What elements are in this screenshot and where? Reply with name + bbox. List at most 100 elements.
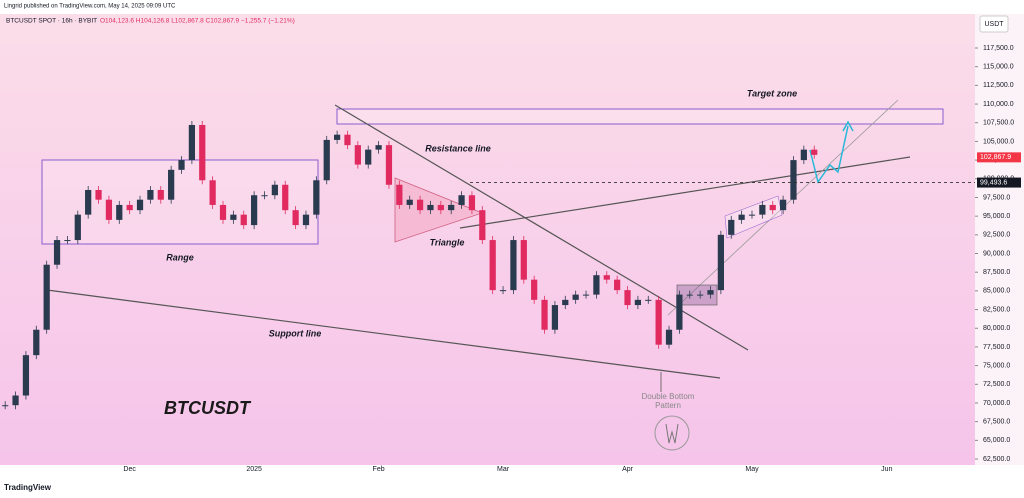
x-tick-label: Feb <box>373 466 385 473</box>
y-tick-label: 112,500.0 <box>983 82 1014 89</box>
y-tick-label: 65,000.0 <box>983 437 1010 444</box>
note: Resistance line <box>425 143 491 153</box>
y-tick-label: 72,500.0 <box>983 381 1010 388</box>
candle <box>437 204 444 211</box>
candle <box>562 299 569 306</box>
note: Range <box>166 252 194 262</box>
candle <box>292 210 299 226</box>
candle <box>707 290 714 295</box>
y-tick-label: 87,500.0 <box>983 269 1010 276</box>
candle <box>168 169 175 200</box>
candle <box>385 145 393 185</box>
candle <box>541 299 548 330</box>
y-tick-label: 105,000.0 <box>983 138 1014 145</box>
w-icon-glyph <box>665 423 679 444</box>
candle <box>302 214 310 226</box>
flag-shape <box>724 195 783 239</box>
candle <box>665 329 673 345</box>
plot-bg <box>0 14 975 465</box>
support-line <box>46 289 721 379</box>
candle <box>416 199 424 211</box>
candle <box>634 299 642 306</box>
candle <box>199 124 206 181</box>
candle <box>738 214 745 220</box>
consolidation-box <box>676 284 718 306</box>
candle <box>282 184 289 211</box>
candle <box>769 204 776 211</box>
candle <box>655 299 662 345</box>
candle <box>603 275 610 280</box>
y-tick-label: 82,500.0 <box>983 306 1010 313</box>
candle <box>499 290 507 292</box>
candle <box>157 189 164 200</box>
candle <box>230 214 237 220</box>
y-tick-label: 75,000.0 <box>983 362 1010 369</box>
x-tick-label: Jun <box>881 466 892 473</box>
y-tick-label: 67,500.0 <box>983 418 1010 425</box>
candle <box>43 264 50 330</box>
candle <box>717 234 724 291</box>
candle <box>33 329 40 356</box>
y-tick-label: 70,000.0 <box>983 400 1010 407</box>
candle <box>333 134 341 140</box>
candle <box>448 204 455 211</box>
note: Support line <box>269 328 322 338</box>
candle <box>510 240 517 291</box>
x-tick-label: May <box>745 466 759 473</box>
candle <box>240 214 247 226</box>
candle <box>593 275 600 295</box>
candle <box>697 294 704 296</box>
price-axis-bg <box>975 14 1024 465</box>
y-tick-label: 115,000.0 <box>983 64 1014 71</box>
candle <box>614 279 621 291</box>
projection-arrow <box>842 120 854 132</box>
candle <box>178 160 185 170</box>
candle <box>313 180 320 215</box>
y-tick-label: 97,500.0 <box>983 194 1010 201</box>
candle <box>271 184 278 196</box>
y-tick-label: 110,000.0 <box>983 101 1014 108</box>
candle <box>748 214 756 216</box>
candle <box>489 240 496 291</box>
price-badge-label: 102,867.9 <box>980 154 1011 161</box>
y-tick-label: 77,500.0 <box>983 344 1010 351</box>
x-tick-label: 2025 <box>246 466 262 473</box>
note: Target zone <box>747 88 797 98</box>
candle <box>624 290 631 306</box>
y-tick-label: 62,500.0 <box>983 456 1010 463</box>
range-box <box>41 159 319 245</box>
candle <box>188 124 195 161</box>
candle <box>427 204 434 211</box>
candle <box>219 204 227 220</box>
y-tick-label: 85,000.0 <box>983 288 1010 295</box>
header: Lingrid published on TradingView.com, Ma… <box>4 4 176 10</box>
candle <box>323 139 330 181</box>
candle <box>645 299 652 301</box>
candle <box>251 195 258 226</box>
currency: USDT <box>984 21 1004 28</box>
y-tick-label: 107,500.0 <box>983 120 1014 127</box>
candle <box>209 180 216 205</box>
y-tick-label: 90,000.0 <box>983 250 1010 257</box>
candle <box>551 305 559 330</box>
candle <box>74 214 81 241</box>
price-badge <box>977 177 1021 188</box>
w-icon <box>654 415 690 451</box>
brand: TradingView <box>4 483 52 492</box>
candle <box>479 210 486 241</box>
currency-box <box>979 15 1009 33</box>
candle <box>126 204 133 211</box>
candle <box>582 294 590 296</box>
candle <box>468 195 476 211</box>
candle <box>811 149 818 155</box>
price-badge <box>977 152 1021 163</box>
candle <box>728 219 735 235</box>
x-tick-label: Mar <box>497 466 510 473</box>
candle <box>147 189 154 200</box>
x-tick-label: Dec <box>123 466 136 473</box>
candle <box>261 195 268 197</box>
candle <box>12 395 19 406</box>
ohlc: O104,123.6 H104,126.8 L102,867.8 C102,86… <box>100 18 295 25</box>
